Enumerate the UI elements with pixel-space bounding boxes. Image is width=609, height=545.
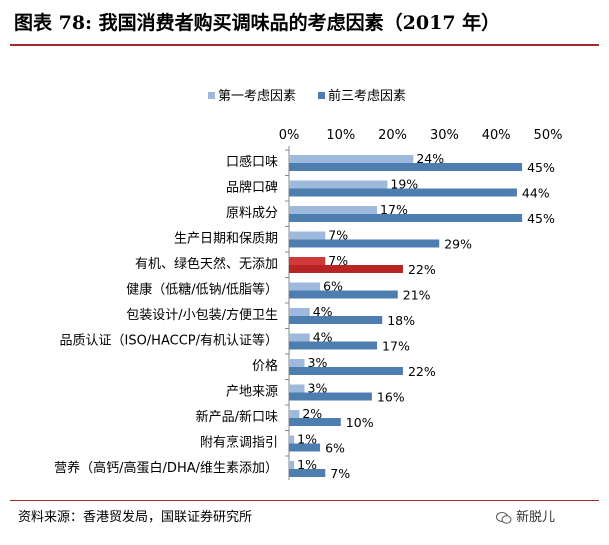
wechat-logo-icon: [496, 512, 512, 524]
data-label-top3: 45%: [527, 160, 555, 175]
data-labels: 24% 45% 19% 44% 17% 45% 7% 29% 7% 22% 6% 21% 4% 18% 4%…: [297, 151, 555, 480]
y-axis-labels: 口感口味品牌口碑原料成分生产日期和保质期有机、绿色天然、无添加健康（低糖/低钠/…: [54, 149, 289, 476]
bar-first-factor: [289, 435, 295, 444]
bar-top3-factor: [289, 469, 326, 477]
data-label-first: 17%: [380, 202, 408, 217]
data-label-top3: 17%: [382, 339, 410, 354]
bar-first-factor: [289, 180, 388, 189]
bar-first-factor: [289, 206, 378, 214]
bar-top3-factor: [289, 316, 383, 324]
watermark-brand: 新脱儿: [516, 510, 556, 525]
figure-title: 图表 78: 我国消费者购买调味品的考虑因素（2017 年）: [14, 12, 501, 34]
data-label-first: 19%: [390, 177, 418, 192]
data-label-top3: 45%: [527, 211, 555, 226]
bar-first-factor: [289, 308, 310, 316]
bar-first-factor: [289, 155, 414, 163]
data-label-top3: 44%: [522, 186, 550, 201]
x-tick-label: 30%: [430, 128, 459, 143]
bar-first-factor: [289, 410, 300, 418]
data-label-first: 6%: [323, 279, 343, 294]
source-rule: [10, 500, 599, 501]
x-tick-label: 10%: [326, 128, 355, 143]
y-tick-label: 品牌口碑: [226, 180, 278, 196]
data-label-first: 4%: [313, 304, 333, 319]
x-tick-label: 40%: [482, 128, 511, 143]
legend-swatch-2: [318, 92, 325, 99]
bar-top3-factor: [289, 443, 321, 452]
data-label-first: 2%: [302, 406, 322, 421]
y-tick-label: 营养（高钙/高蛋白/DHA/维生素添加）: [54, 460, 278, 476]
data-label-top3: 29%: [444, 237, 472, 252]
y-tick-label: 有机、绿色天然、无添加: [135, 256, 278, 272]
bar-top3-factor: [289, 418, 341, 426]
x-axis: 0% 10% 20% 30% 40% 50%: [279, 128, 563, 480]
bar-chart: 第一考虑因素 前三考虑因素 0% 10% 20% 30% 40% 50% 口感口味品牌口碑原…: [54, 88, 563, 480]
x-tick-label: 20%: [378, 128, 407, 143]
data-label-first: 24%: [416, 151, 444, 166]
data-label-first: 1%: [297, 432, 317, 447]
chart-legend: 第一考虑因素 前三考虑因素: [208, 88, 406, 104]
data-label-top3: 22%: [408, 262, 436, 277]
y-tick-label: 口感口味: [226, 154, 278, 170]
bar-top3-factor: [289, 290, 398, 299]
y-tick-label: 产地来源: [226, 385, 278, 400]
bar-first-factor: [289, 359, 305, 367]
source-note: 资料来源：香港贸发局，国联证券研究所: [18, 510, 253, 525]
bar-top3-factor: [289, 188, 517, 197]
bar-first-factor: [289, 282, 321, 291]
bar-top3-factor: [289, 239, 440, 248]
data-label-top3: 6%: [325, 441, 345, 456]
data-label-first: 7%: [328, 253, 348, 268]
bar-top3-factor: [289, 341, 378, 350]
data-label-first: 3%: [308, 381, 328, 396]
x-tick-label: 0%: [279, 128, 300, 143]
bar-first-factor: [289, 257, 326, 265]
data-label-top3: 10%: [346, 415, 374, 430]
data-label-first: 1%: [297, 457, 317, 472]
data-label-top3: 18%: [387, 313, 415, 328]
x-tick-label: 50%: [534, 128, 563, 143]
y-tick-label: 原料成分: [226, 206, 278, 221]
y-tick-label: 健康（低糖/低钠/低脂等）: [126, 282, 278, 298]
bar-top3-factor: [289, 163, 523, 171]
data-label-top3: 21%: [403, 288, 431, 303]
data-label-top3: 16%: [377, 390, 405, 405]
data-label-first: 3%: [308, 355, 328, 370]
data-label-top3: 22%: [408, 364, 436, 379]
y-tick-label: 新产品/新口味: [196, 409, 278, 425]
bar-top3-factor: [289, 265, 403, 273]
data-label-first: 7%: [328, 228, 348, 243]
y-tick-label: 生产日期和保质期: [174, 232, 278, 247]
bar-first-factor: [289, 461, 295, 469]
legend-label-2: 前三考虑因素: [328, 88, 406, 104]
y-tick-label: 包装设计/小包装/方便卫生: [126, 307, 278, 323]
y-tick-label: 附有烹调指引: [200, 436, 278, 451]
title-rule: [10, 44, 599, 46]
bar-first-factor: [289, 384, 305, 393]
bar-top3-factor: [289, 214, 523, 222]
data-label-first: 4%: [313, 330, 333, 345]
bar-first-factor: [289, 333, 310, 342]
data-label-top3: 7%: [330, 466, 350, 480]
legend-label-1: 第一考虑因素: [218, 89, 296, 104]
bar-first-factor: [289, 231, 326, 240]
legend-swatch-1: [208, 92, 215, 99]
y-tick-label: 品质认证（ISO/HACCP/有机认证等）: [59, 333, 278, 349]
bar-top3-factor: [289, 367, 403, 375]
bar-top3-factor: [289, 392, 372, 401]
y-tick-label: 价格: [252, 358, 278, 374]
bar-series: [289, 155, 523, 477]
